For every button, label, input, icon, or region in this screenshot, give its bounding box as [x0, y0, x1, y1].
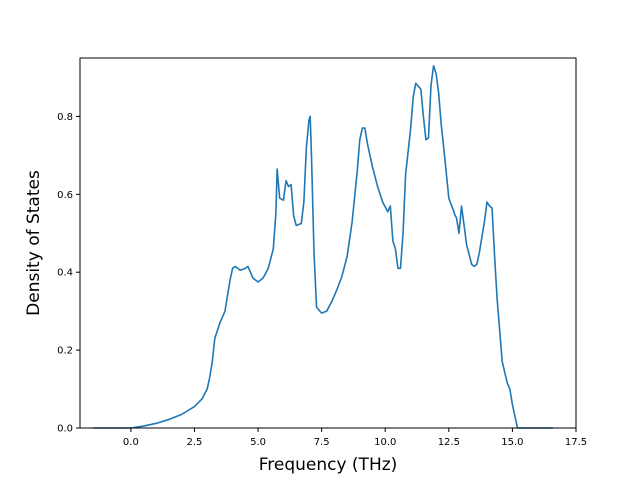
- x-axis-label: Frequency (THz): [259, 455, 398, 475]
- plot-area: [92, 64, 554, 429]
- y-tick-label: 0.2: [57, 346, 73, 357]
- dos-curve: [92, 64, 554, 429]
- y-tick-label: 0.0: [57, 424, 73, 435]
- x-tick-label: 17.5: [565, 437, 587, 448]
- y-axis-label: Density of States: [24, 170, 44, 316]
- x-tick-label: 0.0: [123, 437, 139, 448]
- x-axis: 0.0 2.5 5.0 7.5 10.0 12.5 15.0 17.5: [123, 428, 587, 448]
- x-tick-label: 15.0: [501, 437, 523, 448]
- y-tick-label: 0.6: [57, 190, 73, 201]
- x-tick-label: 5.0: [250, 437, 266, 448]
- y-tick-label: 0.8: [57, 112, 73, 123]
- x-tick-label: 2.5: [187, 437, 203, 448]
- x-tick-label: 10.0: [374, 437, 396, 448]
- series-layer: [92, 64, 554, 429]
- x-tick-label: 7.5: [314, 437, 330, 448]
- x-tick-label: 12.5: [438, 437, 460, 448]
- y-tick-label: 0.4: [57, 268, 73, 279]
- y-axis: 0.0 0.2 0.4 0.6 0.8: [57, 112, 80, 435]
- axes-frame: [79, 57, 577, 429]
